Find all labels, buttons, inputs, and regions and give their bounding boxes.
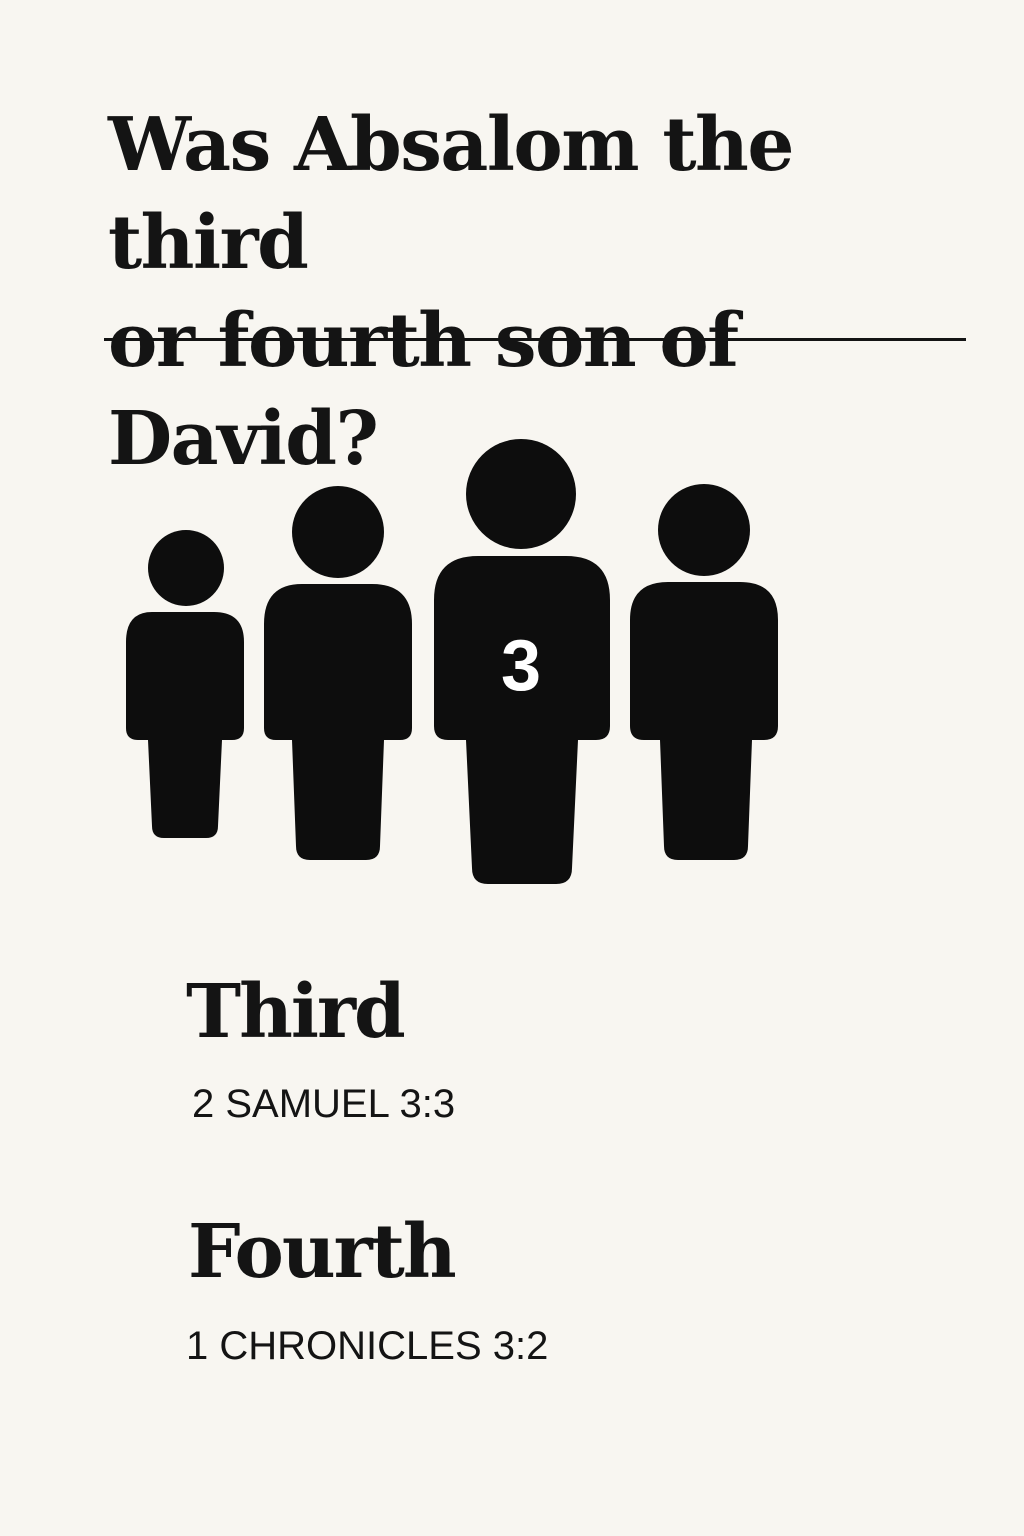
question-line-2: or fourth son of David?	[108, 298, 739, 482]
answer-fourth-label: Fourth	[188, 1209, 457, 1295]
question-title: Was Absalom the third or fourth son of D…	[108, 96, 1008, 488]
person-icon	[264, 486, 412, 860]
answer-third-label: Third	[186, 969, 406, 1055]
answer-third-reference: 2 SAMUEL 3:3	[192, 1082, 456, 1126]
son-number-label: 3	[501, 626, 541, 706]
person-icon-highlighted: 3	[434, 439, 610, 884]
person-icon	[126, 530, 244, 838]
answer-fourth-reference: 1 CHRONICLES 3:2	[186, 1324, 549, 1368]
question-line-1: Was Absalom the third	[108, 102, 794, 286]
title-divider	[104, 338, 966, 341]
person-icon	[630, 484, 778, 860]
